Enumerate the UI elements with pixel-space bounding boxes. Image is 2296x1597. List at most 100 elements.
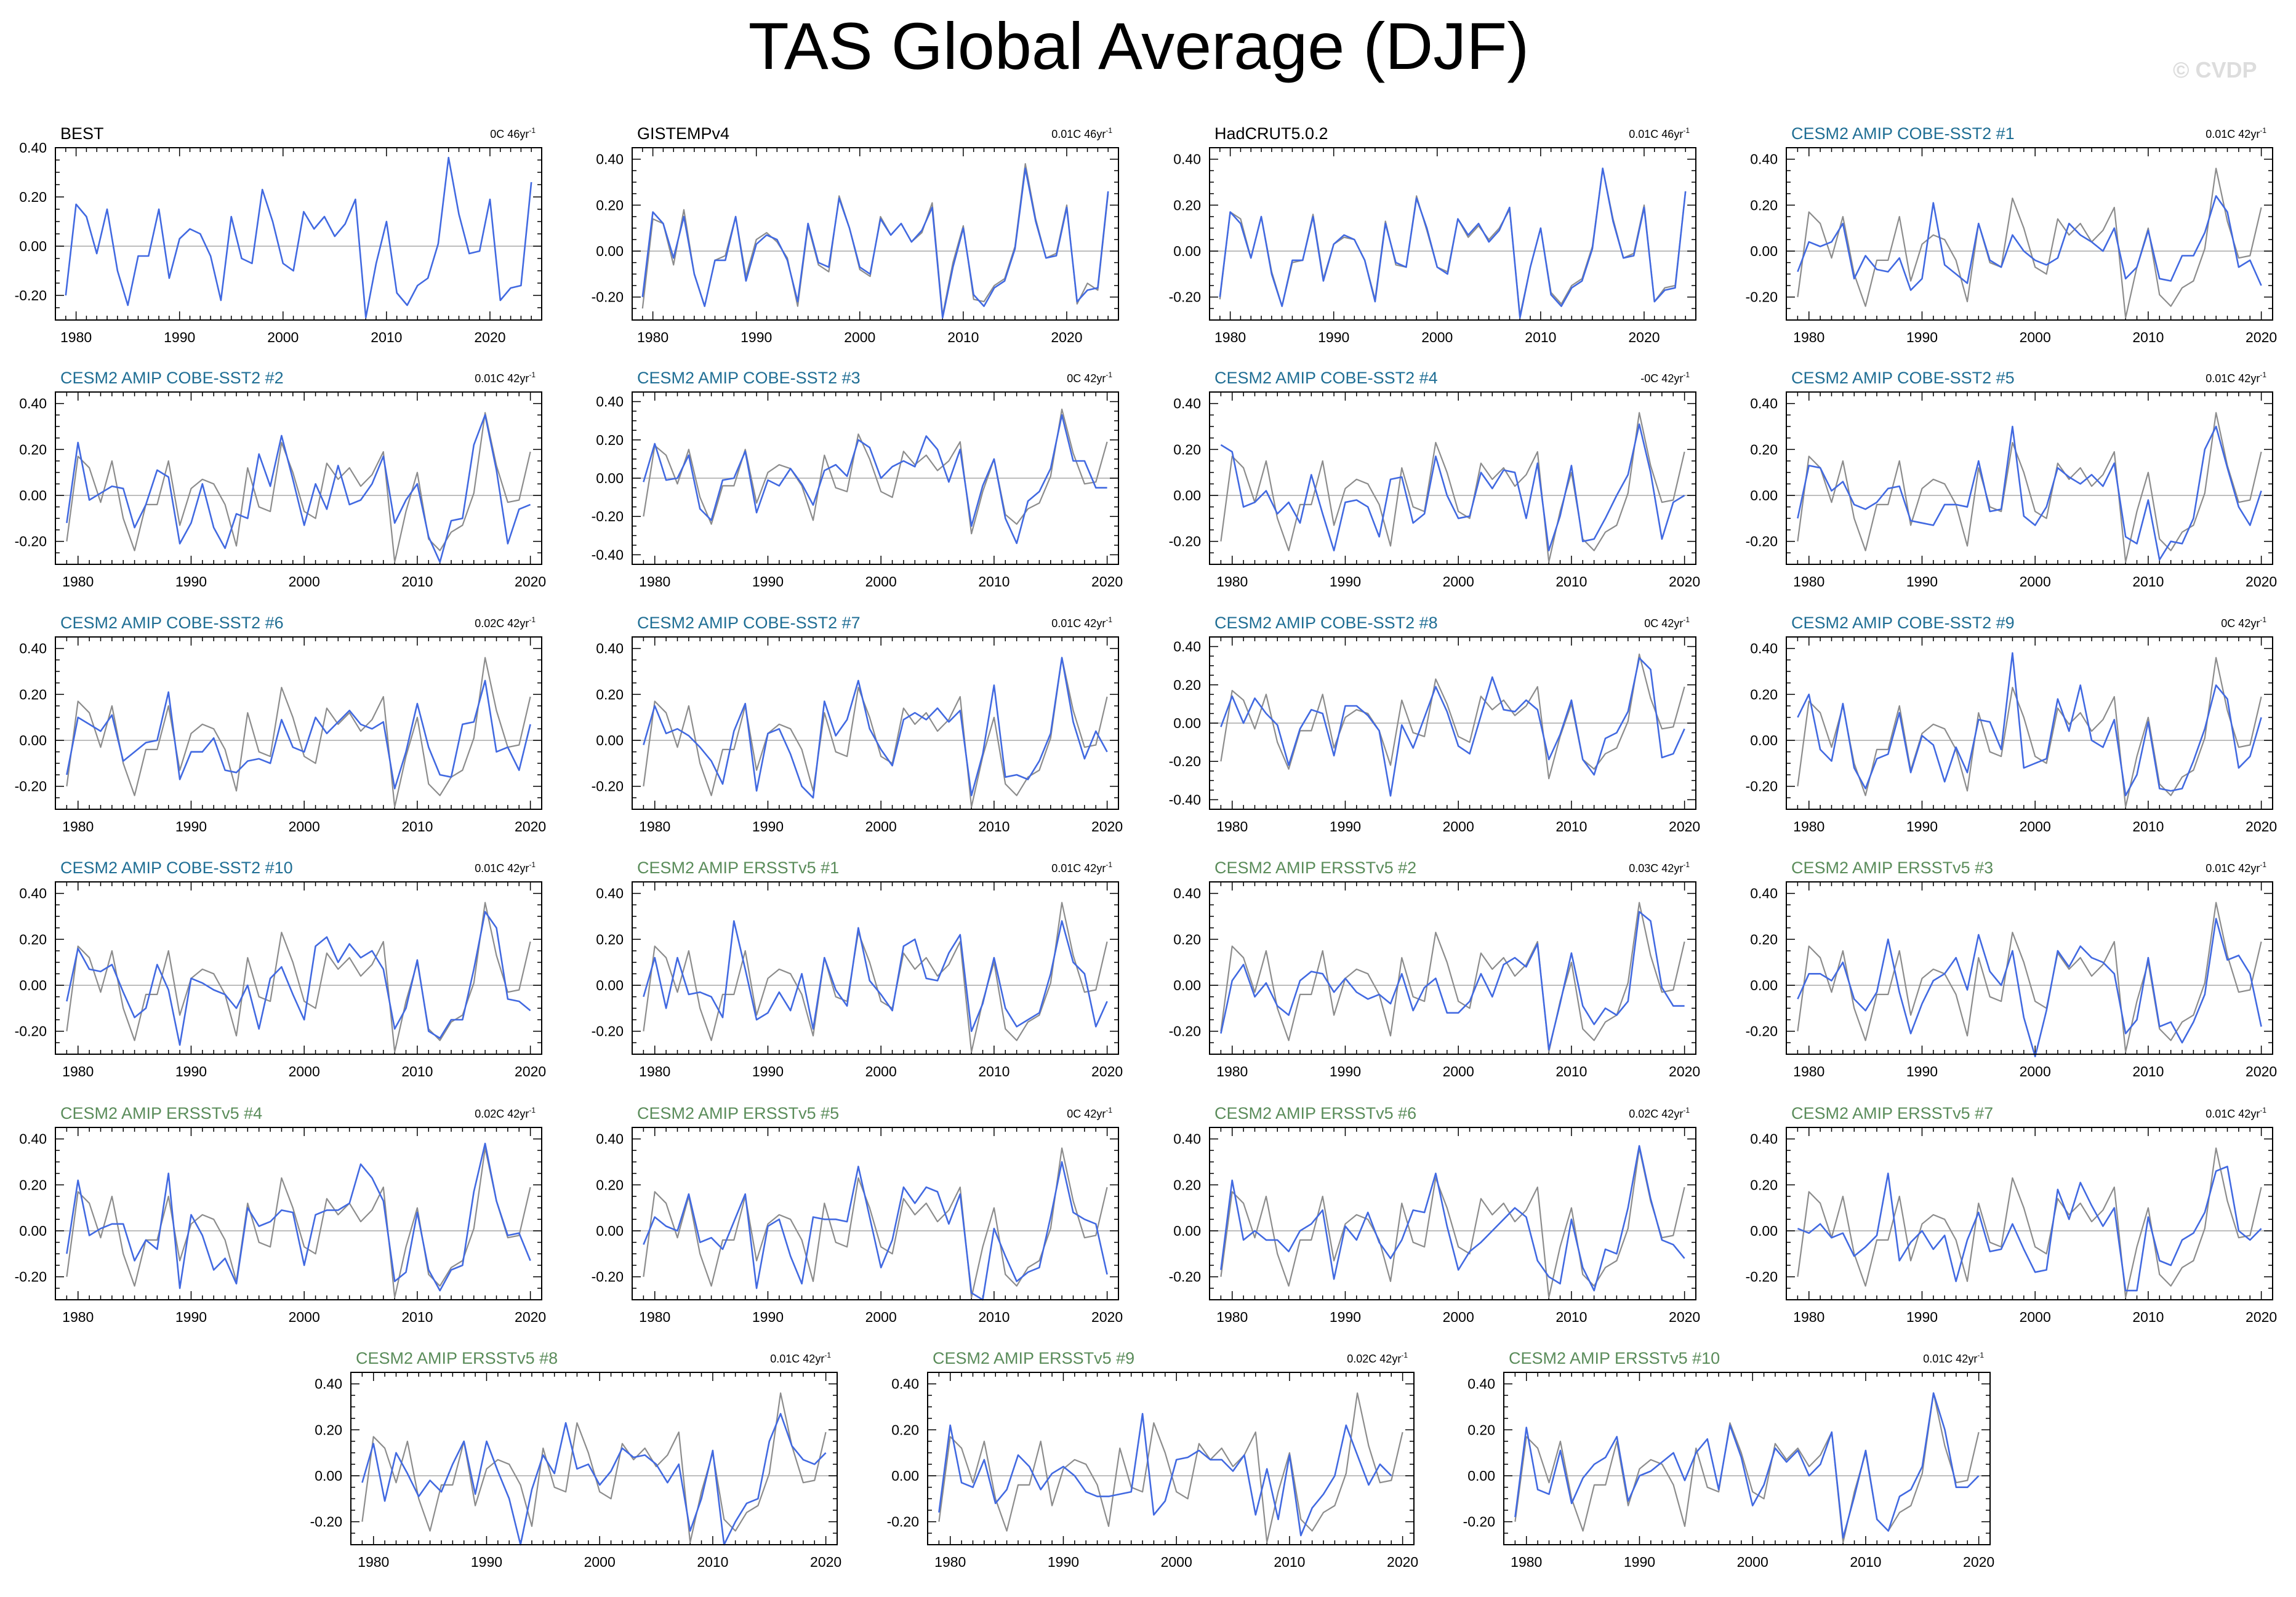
trend-label: 0C 46yr-1 [490, 126, 536, 140]
panel: CESM2 AMIP ERSSTv5 #10 0.01C 42yr-1 0.40 0.… [1463, 1349, 1995, 1570]
y-tick-label: 0.40 [19, 140, 47, 156]
panel-title: CESM2 AMIP COBE-SST2 #1 [1791, 124, 2015, 143]
x-tick-label: 1990 [1906, 819, 1938, 835]
panel: CESM2 AMIP ERSSTv5 #8 0.01C 42yr-1 0.40 0.2… [310, 1349, 842, 1570]
plot-frame [632, 391, 1119, 565]
y-tick-label: -0.20 [592, 1023, 624, 1039]
x-tick-label: 1990 [741, 329, 772, 345]
y-tick-label: 0.40 [19, 396, 47, 412]
x-tick-label: 2000 [1443, 819, 1474, 835]
y-tick-label: 0.40 [891, 1376, 919, 1392]
trend-label: 0C 42yr-1 [1644, 615, 1690, 630]
x-tick-label: 2000 [865, 819, 897, 835]
panel: CESM2 AMIP COBE-SST2 #5 0.01C 42yr-1 0.40 0… [1746, 369, 2278, 590]
y-tick-label: 0.40 [1173, 886, 1201, 902]
trend-label: 0.01C 42yr-1 [2206, 860, 2266, 875]
series-line-primary [1220, 1145, 1685, 1292]
x-tick-label: 1990 [175, 1063, 207, 1079]
panel: CESM2 AMIP ERSSTv5 #2 0.03C 42yr-1 0.40 0.2… [1169, 859, 1701, 1079]
trend-unit: -1 [1106, 370, 1112, 379]
x-tick-label: 1990 [175, 819, 207, 835]
x-tick-label: 1990 [1906, 574, 1938, 590]
y-tick-label: 0.00 [1173, 1223, 1201, 1239]
trend-unit: -1 [529, 615, 536, 624]
plot-frame [1786, 147, 2273, 321]
x-tick-label: 2020 [1091, 1309, 1123, 1325]
series-line-primary [1797, 1166, 2262, 1292]
series-line-primary [643, 920, 1108, 1032]
plot-frame [55, 147, 542, 321]
x-tick-label: 2020 [810, 1554, 841, 1570]
y-tick-label: 0.40 [596, 1131, 624, 1147]
y-tick-label: 0.00 [891, 1468, 919, 1484]
trend-label: 0.01C 42yr-1 [2206, 126, 2266, 140]
x-tick-label: 2020 [515, 1063, 546, 1079]
y-tick-label: -0.20 [592, 508, 624, 524]
x-tick-label: 2000 [1443, 574, 1474, 590]
panel: CESM2 AMIP ERSSTv5 #1 0.01C 42yr-1 0.40 0.2… [592, 859, 1123, 1079]
panel-title: CESM2 AMIP ERSSTv5 #3 [1791, 859, 1993, 877]
plot-frame [350, 1372, 838, 1545]
plot-frame [1786, 636, 2273, 810]
x-tick-label: 2010 [1525, 329, 1556, 345]
x-tick-label: 1980 [62, 574, 94, 590]
y-tick-label: -0.20 [15, 778, 47, 794]
y-tick-label: 0.40 [1750, 641, 1778, 657]
x-tick-label: 1990 [1906, 1309, 1938, 1325]
x-tick-label: 2000 [2020, 329, 2051, 345]
x-tick-label: 2000 [865, 1063, 897, 1079]
x-tick-label: 2020 [1669, 1309, 1700, 1325]
x-tick-label: 2010 [2132, 329, 2164, 345]
x-tick-label: 2010 [2132, 1063, 2164, 1079]
panel-title: CESM2 AMIP COBE-SST2 #8 [1214, 614, 1438, 632]
plot-frame [1786, 1127, 2273, 1300]
series-line-reference [361, 1392, 827, 1543]
y-tick-label: 0.00 [1173, 977, 1201, 993]
trend-unit: -1 [1106, 1106, 1112, 1115]
trend-label: 0.01C 42yr-1 [1923, 1351, 1984, 1365]
plot-frame [1209, 391, 1696, 565]
y-tick-label: -0.20 [887, 1514, 919, 1530]
series-line-reference [1797, 657, 2262, 808]
x-tick-label: 2010 [2132, 819, 2164, 835]
panel-title: CESM2 AMIP ERSSTv5 #6 [1214, 1104, 1416, 1123]
y-tick-label: 0.40 [596, 641, 624, 657]
panel: CESM2 AMIP ERSSTv5 #9 0.02C 42yr-1 0.40 0.2… [887, 1349, 1419, 1570]
panel: CESM2 AMIP ERSSTv5 #7 0.01C 42yr-1 0.40 0.2… [1746, 1104, 2278, 1325]
y-tick-label: -0.20 [1746, 1269, 1778, 1285]
y-tick-label: 0.00 [1467, 1468, 1495, 1484]
x-tick-label: 2010 [1850, 1554, 1881, 1570]
x-tick-label: 2020 [1091, 1063, 1123, 1079]
x-tick-label: 2010 [978, 1309, 1010, 1325]
y-tick-label: 0.20 [19, 189, 47, 205]
y-tick-label: 0.00 [1173, 487, 1201, 503]
x-tick-label: 2000 [1443, 1309, 1474, 1325]
panel-title: CESM2 AMIP COBE-SST2 #6 [60, 614, 284, 632]
y-tick-label: -0.20 [1169, 1269, 1201, 1285]
y-tick-label: 0.40 [1750, 151, 1778, 167]
y-tick-label: -0.20 [15, 534, 47, 550]
x-tick-label: 2000 [844, 329, 875, 345]
x-tick-label: 2000 [584, 1554, 616, 1570]
y-tick-label: 0.40 [596, 151, 624, 167]
x-tick-label: 2010 [401, 574, 433, 590]
y-tick-label: 0.40 [1173, 396, 1201, 412]
x-tick-label: 1990 [175, 574, 207, 590]
x-tick-label: 1990 [1318, 329, 1349, 345]
trend-unit: -1 [2260, 1106, 2266, 1115]
x-tick-label: 1980 [62, 1063, 94, 1079]
x-tick-label: 2010 [371, 329, 402, 345]
trend-label: 0C 42yr-1 [1067, 1106, 1112, 1120]
x-tick-label: 2010 [1274, 1554, 1305, 1570]
x-tick-label: 1990 [175, 1309, 207, 1325]
series-line-reference [66, 412, 531, 563]
series-line-primary [66, 1142, 531, 1292]
x-tick-label: 1980 [1793, 1063, 1824, 1079]
x-tick-label: 2010 [1555, 1309, 1587, 1325]
x-tick-label: 2020 [2246, 819, 2277, 835]
x-tick-label: 2000 [865, 1309, 897, 1325]
y-tick-label: 0.00 [596, 977, 624, 993]
y-tick-label: 0.20 [1750, 441, 1778, 457]
y-tick-label: -0.20 [15, 287, 47, 303]
y-tick-label: 0.40 [1750, 886, 1778, 902]
